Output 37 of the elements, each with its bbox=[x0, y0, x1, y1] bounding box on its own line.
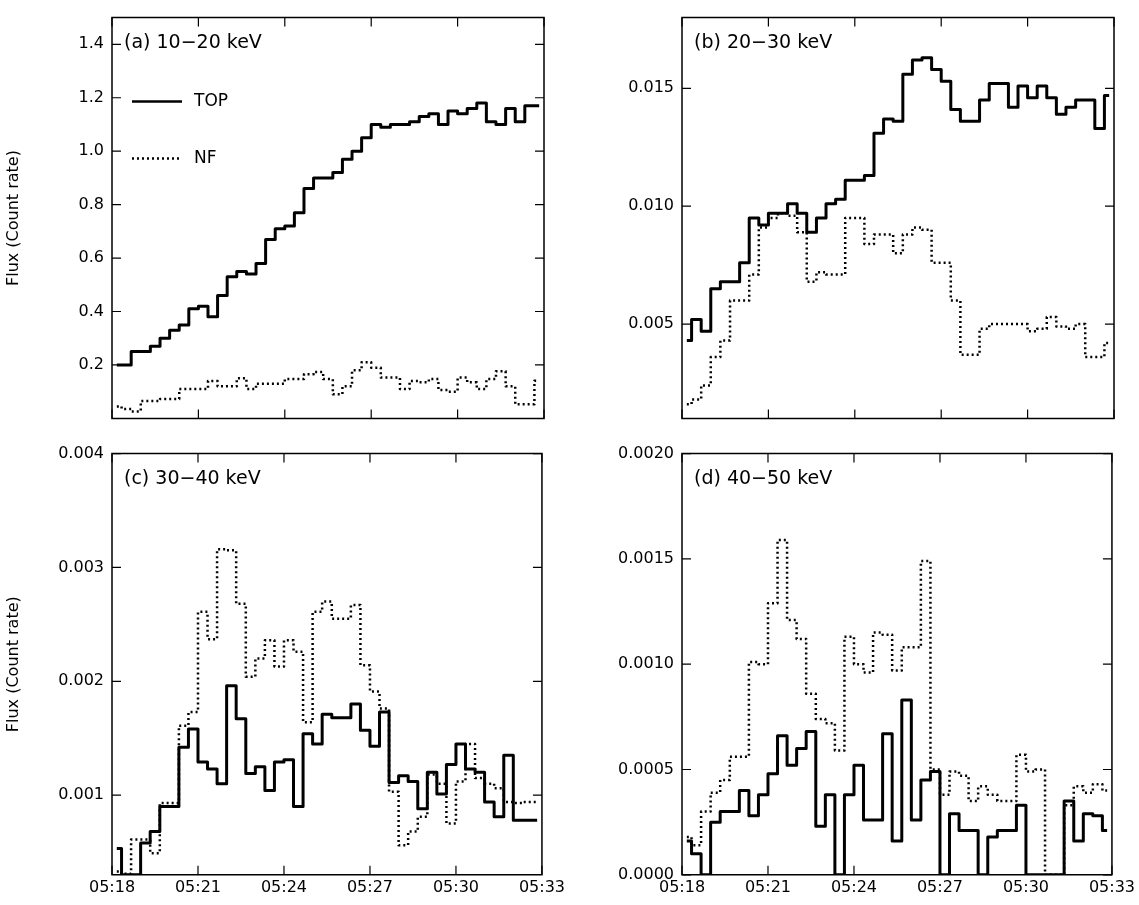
y-tick-label: 0.4 bbox=[78, 300, 104, 320]
y-tick-label: 0.8 bbox=[78, 193, 104, 213]
y-tick-label: 0.0005 bbox=[618, 758, 674, 778]
y-tick-label: 1.2 bbox=[78, 86, 104, 106]
y-axis-title: Flux (Count rate) bbox=[2, 596, 22, 733]
y-tick-label: 0.005 bbox=[628, 313, 674, 333]
x-tick-label: 05:21 bbox=[174, 876, 222, 896]
x-tick-label: 05:33 bbox=[518, 876, 565, 896]
text: (c) 30−40 keV bbox=[124, 465, 261, 488]
text: (d) 40−50 keV bbox=[694, 465, 833, 488]
y-tick-label: 0.015 bbox=[628, 77, 674, 97]
y-tick-label: 0.2 bbox=[78, 354, 104, 374]
x-tick-label: 05:33 bbox=[1088, 876, 1135, 896]
x-tick-label: 05:24 bbox=[830, 876, 878, 896]
legend-label: TOP bbox=[193, 90, 229, 111]
x-tick-label: 05:18 bbox=[88, 876, 136, 896]
y-tick-label: 0.0010 bbox=[618, 653, 674, 673]
y-tick-label: 1.4 bbox=[78, 33, 104, 53]
x-tick-label: 05:30 bbox=[1002, 876, 1050, 896]
y-tick-label: 0.0015 bbox=[618, 548, 674, 568]
y-tick-label: 0.010 bbox=[628, 195, 674, 215]
x-tick-label: 05:24 bbox=[260, 876, 308, 896]
x-tick-label: 05:27 bbox=[346, 876, 394, 896]
y-tick-label: 1.0 bbox=[78, 140, 104, 160]
y-tick-label: 0.003 bbox=[58, 556, 104, 576]
x-tick-label: 05:27 bbox=[916, 876, 964, 896]
text: (a) 10−20 keV bbox=[124, 29, 262, 52]
y-tick-label: 0.004 bbox=[58, 442, 104, 462]
y-tick-label: 0.001 bbox=[58, 784, 104, 804]
legend-label: NF bbox=[194, 147, 217, 168]
y-tick-label: 0.0020 bbox=[618, 442, 674, 462]
y-axis-title: Flux (Count rate) bbox=[2, 150, 22, 286]
y-tick-label: 0.6 bbox=[78, 247, 104, 267]
text: (b) 20−30 keV bbox=[694, 29, 833, 52]
x-tick-label: 05:30 bbox=[432, 876, 480, 896]
x-tick-label: 05:21 bbox=[744, 876, 792, 896]
y-tick-label: 0.002 bbox=[58, 670, 104, 690]
